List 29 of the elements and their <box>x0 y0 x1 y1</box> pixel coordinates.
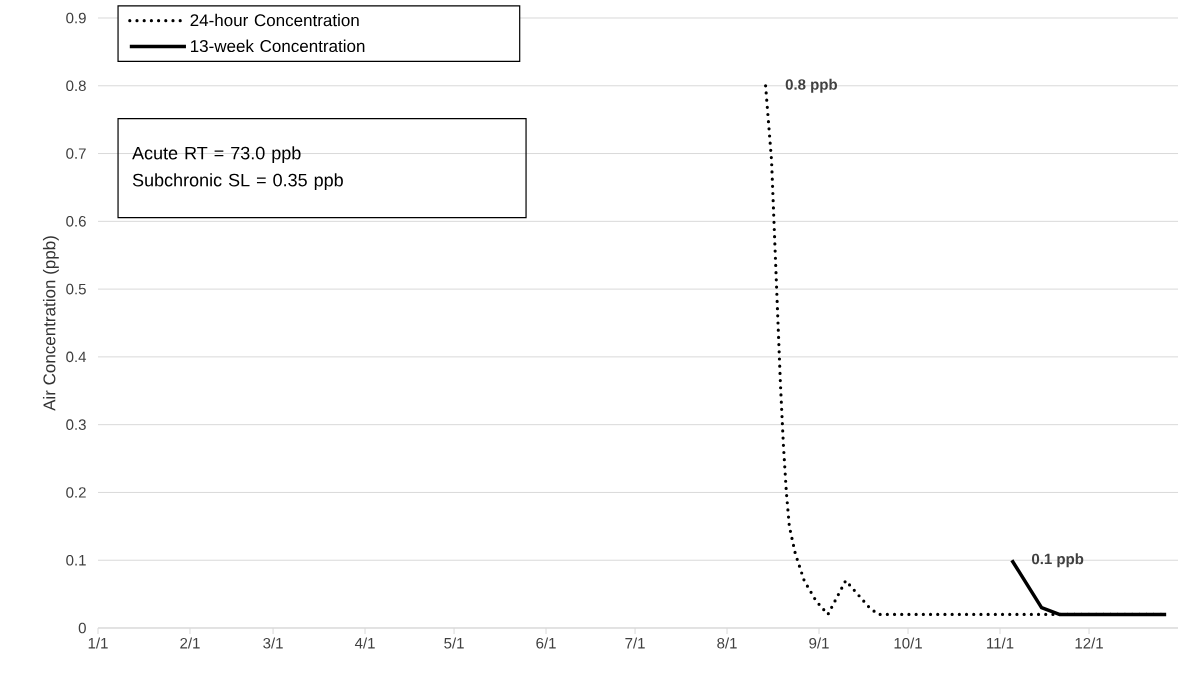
y-tick-label: 0.8 <box>66 80 86 92</box>
legend-label: 13-week Concentration <box>191 39 365 53</box>
x-tick-label: 8/1 <box>717 637 737 649</box>
y-tick-label: 0.7 <box>66 148 86 159</box>
x-tick-label: 6/1 <box>536 637 556 649</box>
y-tick-label: 0.2 <box>66 487 86 498</box>
y-tick-label: 0.1 <box>66 554 86 566</box>
x-tick-label: 1/1 <box>88 637 108 649</box>
y-tick-label: 0 <box>78 622 86 634</box>
annotation: Acute RT = 73.0 ppb <box>132 146 301 164</box>
x-tick-label: 10/1 <box>894 637 922 649</box>
y-tick-label: 0.6 <box>66 216 86 227</box>
y-tick-label: 0.9 <box>66 12 86 24</box>
y-tick-label: 0.5 <box>66 283 86 295</box>
x-tick-label: 5/1 <box>444 637 464 649</box>
x-tick-label: 3/1 <box>263 637 283 649</box>
annotation: 0.1 ppb <box>1031 553 1084 568</box>
x-tick-label: 7/1 <box>625 637 645 649</box>
x-tick-label: 2/1 <box>180 637 200 649</box>
x-tick-label: 12/1 <box>1075 637 1103 649</box>
x-tick-label: 11/1 <box>987 637 1014 649</box>
x-tick-label: 9/1 <box>809 637 829 649</box>
y-tick-label: 0.4 <box>66 351 87 363</box>
annotation: Subchronic SL = 0.35 ppb <box>132 173 343 191</box>
legend-label: 24-hour Concentration <box>190 13 359 27</box>
y-axis-title: Air Concentration (ppb) <box>42 236 59 411</box>
x-tick-label: 4/1 <box>354 637 375 649</box>
y-tick-label: 0.3 <box>66 419 86 430</box>
annotation: 0.8 ppb <box>785 78 837 93</box>
